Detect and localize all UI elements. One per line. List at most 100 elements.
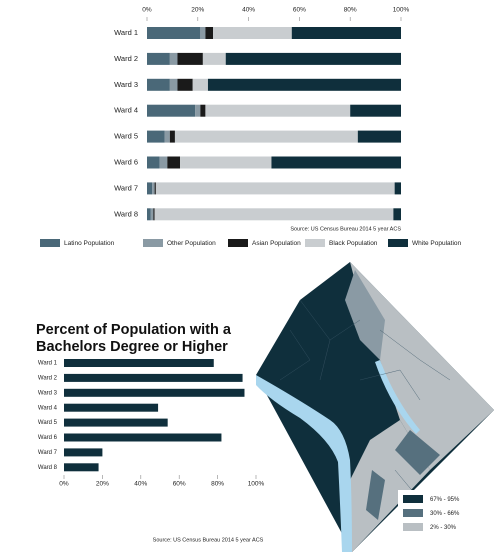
map-region: [350, 262, 494, 470]
bar-segment: [169, 52, 178, 65]
bar-segment: [167, 156, 181, 169]
bar-segment: [192, 78, 208, 91]
map-legend-swatch: [403, 509, 423, 517]
x-tick-label: 80%: [211, 481, 224, 488]
bar: [64, 463, 99, 472]
bar-segment: [150, 208, 154, 221]
x-tick-label: 40%: [134, 481, 147, 488]
bar-segment: [147, 104, 196, 117]
x-tick-label: 100%: [393, 7, 410, 14]
map-region: [256, 262, 494, 552]
bar-segment: [154, 182, 156, 195]
source-note: Source: US Census Bureau 2014 5 year ACS: [290, 226, 401, 232]
y-tick-label: Ward 4: [114, 106, 138, 115]
bar-segment: [174, 130, 358, 143]
bar: [64, 373, 243, 382]
y-tick-label: Ward 8: [38, 465, 58, 471]
map-legend-swatch: [403, 523, 423, 531]
bar-segment: [177, 52, 203, 65]
bar-segment: [205, 27, 214, 39]
x-tick-label: 20%: [191, 7, 204, 14]
legend-swatch: [305, 239, 325, 247]
bar-segment: [147, 27, 201, 39]
x-tick-label: 0%: [59, 481, 69, 488]
bar-segment: [152, 182, 155, 195]
bar-segment: [169, 130, 175, 143]
legend-label: Black Population: [329, 240, 378, 247]
map: [256, 262, 494, 552]
map-region: [395, 430, 440, 475]
bar-segment: [147, 182, 153, 195]
x-tick-label: 20%: [96, 481, 109, 488]
y-tick-label: Ward 4: [38, 405, 58, 411]
legend-swatch: [228, 239, 248, 247]
legend-label: Other Population: [167, 240, 216, 247]
bar-segment: [393, 208, 401, 221]
bar-segment: [200, 27, 206, 39]
bar-segment: [177, 78, 193, 91]
bar-segment: [200, 104, 206, 117]
bar-segment: [205, 104, 351, 117]
legend-label: Latino Population: [64, 240, 115, 247]
legend-swatch: [388, 239, 408, 247]
map-region: [345, 270, 385, 360]
bar-segment: [147, 130, 165, 143]
chart-title: Percent of Population with a Bachelors D…: [36, 322, 231, 355]
x-tick-label: 40%: [242, 7, 255, 14]
bar-segment: [291, 27, 401, 39]
bar-segment: [147, 156, 160, 169]
bar-segment: [195, 104, 201, 117]
bar-segment: [159, 156, 168, 169]
y-tick-label: Ward 5: [114, 132, 138, 141]
source-note: Source: US Census Bureau 2014 5 year ACS: [153, 537, 264, 543]
x-tick-label: 60%: [293, 7, 306, 14]
bar-segment: [202, 52, 226, 65]
y-tick-label: Ward 6: [38, 435, 58, 441]
river: [256, 375, 352, 552]
bar-segment: [350, 104, 401, 117]
river: [375, 360, 420, 434]
bar-segment: [225, 52, 401, 65]
map-boundaries: [279, 299, 451, 501]
x-tick-label: 80%: [344, 7, 357, 14]
y-tick-label: Ward 7: [38, 450, 58, 456]
bar-segment: [394, 182, 401, 195]
y-tick-label: Ward 1: [114, 28, 138, 37]
bar-segment: [207, 78, 401, 91]
bar-segment: [357, 130, 401, 143]
bar: [64, 448, 103, 457]
bar-segment: [147, 208, 151, 221]
y-tick-label: Ward 2: [114, 54, 138, 63]
y-tick-label: Ward 7: [114, 183, 138, 192]
bar: [64, 418, 168, 427]
y-tick-label: Ward 5: [38, 420, 58, 426]
bar-segment: [180, 156, 272, 169]
y-tick-label: Ward 1: [38, 361, 58, 367]
bar-segment: [147, 52, 170, 65]
bar-segment: [153, 208, 155, 221]
bar: [64, 433, 222, 442]
x-tick-label: 0%: [142, 7, 152, 14]
bar-segment: [271, 156, 401, 169]
map-legend-label: 2% - 30%: [430, 525, 457, 531]
x-tick-label: 100%: [248, 481, 265, 488]
y-tick-label: Ward 8: [114, 209, 138, 218]
bar-segment: [164, 130, 170, 143]
legend-label: White Population: [412, 240, 462, 247]
bar-segment: [147, 78, 170, 91]
legend-swatch: [143, 239, 163, 247]
legend-label: Asian Population: [252, 240, 301, 247]
bar-segment: [169, 78, 178, 91]
bar: [64, 359, 214, 367]
bar-segment: [155, 182, 395, 195]
map-legend-label: 67% - 95%: [430, 497, 460, 503]
legend-swatch: [40, 239, 60, 247]
map-legend-swatch: [403, 495, 423, 503]
bar-segment: [154, 208, 394, 221]
bar-segment: [213, 27, 292, 39]
x-tick-label: 60%: [173, 481, 186, 488]
map-region: [366, 470, 385, 520]
y-tick-label: Ward 2: [38, 375, 58, 381]
